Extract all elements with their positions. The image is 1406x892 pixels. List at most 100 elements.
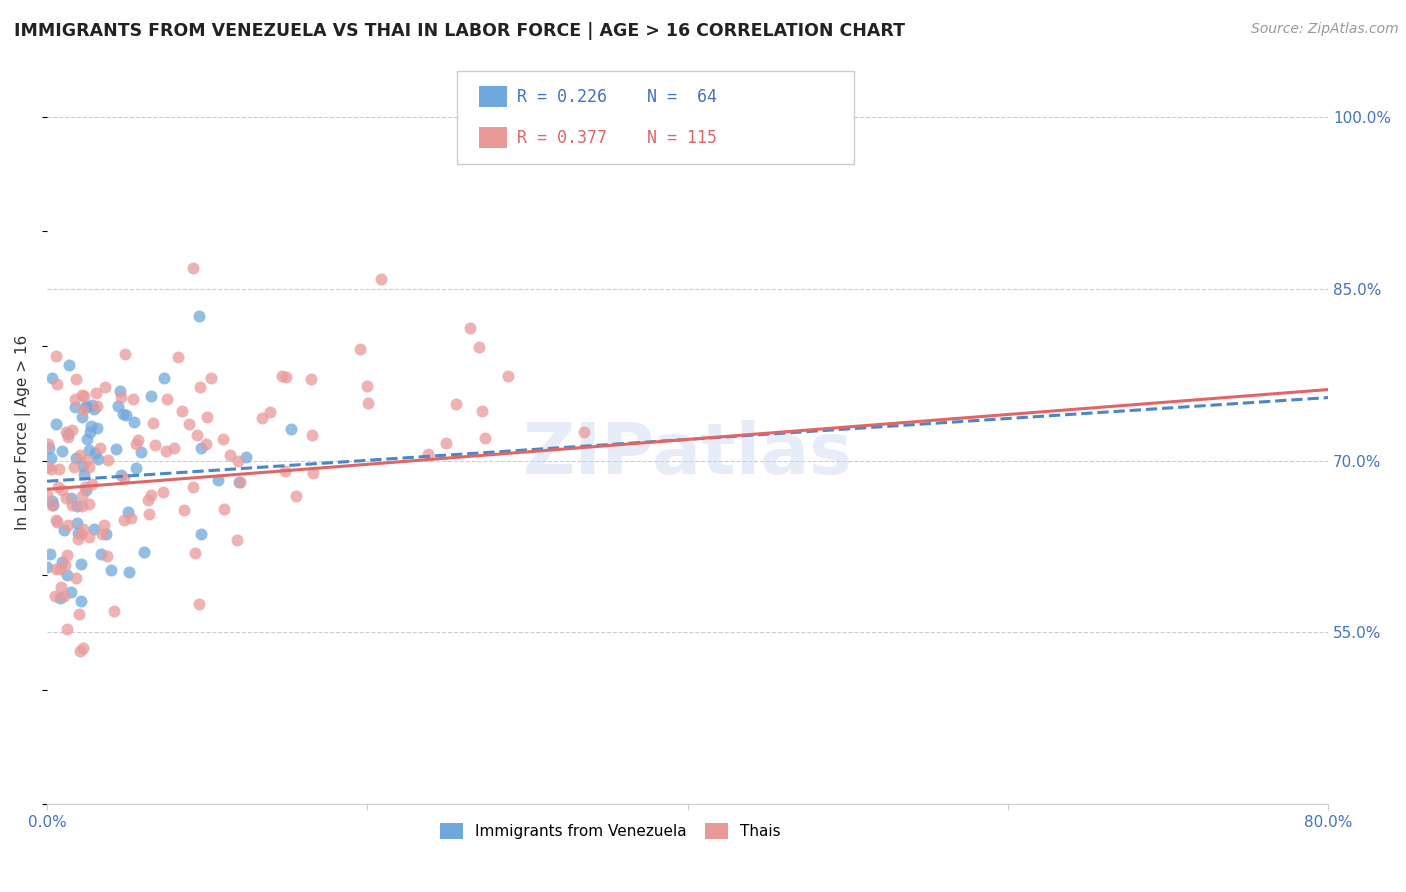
Point xyxy=(94,527,117,541)
Point xyxy=(156,392,179,407)
Point xyxy=(79,425,101,439)
Point xyxy=(143,438,166,452)
Point xyxy=(228,475,250,489)
Point xyxy=(70,594,93,608)
Text: IMMIGRANTS FROM VENEZUELA VS THAI IN LABOR FORCE | AGE > 16 CORRELATION CHART: IMMIGRANTS FROM VENEZUELA VS THAI IN LAB… xyxy=(14,22,905,40)
Point xyxy=(77,530,100,544)
Point xyxy=(83,402,105,417)
Point xyxy=(75,399,97,413)
Point xyxy=(118,565,141,579)
Point xyxy=(110,468,132,483)
Point xyxy=(127,433,149,447)
Point xyxy=(41,493,63,508)
Point xyxy=(124,437,146,451)
Point xyxy=(65,451,87,466)
Point xyxy=(301,428,323,442)
Point xyxy=(42,498,65,512)
Point xyxy=(181,261,204,276)
Point xyxy=(41,499,63,513)
Point xyxy=(114,347,136,361)
Point xyxy=(141,389,163,403)
Point xyxy=(211,432,233,446)
Point xyxy=(138,493,160,508)
Point xyxy=(55,491,77,505)
Point xyxy=(83,446,105,460)
Point xyxy=(65,571,87,585)
Point xyxy=(97,453,120,467)
Point xyxy=(86,399,108,413)
Point xyxy=(51,555,73,569)
Point xyxy=(82,476,104,491)
Point xyxy=(259,405,281,419)
Point xyxy=(75,483,97,497)
Point xyxy=(170,403,193,417)
Point xyxy=(177,417,200,432)
Point xyxy=(62,498,84,512)
Point xyxy=(72,402,94,417)
Point xyxy=(496,369,519,384)
Point xyxy=(90,547,112,561)
Point xyxy=(56,427,79,442)
Point xyxy=(80,398,103,412)
Point xyxy=(56,430,79,444)
Point xyxy=(49,562,72,576)
Point xyxy=(70,557,93,571)
Point xyxy=(56,622,79,636)
Point xyxy=(370,272,392,286)
Point xyxy=(37,437,59,451)
Point xyxy=(141,488,163,502)
Point xyxy=(45,417,67,431)
Point xyxy=(51,444,73,458)
Point xyxy=(195,410,218,425)
Point xyxy=(163,441,186,455)
Point xyxy=(89,442,111,456)
Y-axis label: In Labor Force | Age > 16: In Labor Force | Age > 16 xyxy=(15,334,31,530)
Point xyxy=(115,408,138,422)
Point xyxy=(80,418,103,433)
Point xyxy=(70,410,93,425)
Legend: Immigrants from Venezuela, Thais: Immigrants from Venezuela, Thais xyxy=(434,817,787,845)
Point xyxy=(93,517,115,532)
Point xyxy=(76,432,98,446)
Point xyxy=(214,501,236,516)
Point xyxy=(52,589,75,603)
Point xyxy=(69,448,91,462)
Text: ZIPatlas: ZIPatlas xyxy=(523,420,852,489)
Point xyxy=(65,516,87,530)
Point xyxy=(39,547,62,561)
Point xyxy=(66,499,89,513)
Point xyxy=(356,379,378,393)
Point xyxy=(84,386,107,401)
Point xyxy=(152,371,174,385)
Point xyxy=(117,505,139,519)
Point xyxy=(418,447,440,461)
Point xyxy=(112,407,135,421)
Point xyxy=(110,390,132,404)
Point xyxy=(73,389,96,403)
Point xyxy=(46,481,69,495)
Point xyxy=(76,453,98,467)
Point xyxy=(167,350,190,364)
Point xyxy=(51,483,73,497)
Point xyxy=(46,516,69,530)
Point xyxy=(39,461,62,475)
Point xyxy=(69,607,91,622)
Point xyxy=(142,416,165,430)
Point xyxy=(186,427,208,442)
Point xyxy=(66,526,89,541)
Point xyxy=(125,461,148,475)
Point xyxy=(188,380,211,394)
Point xyxy=(302,466,325,480)
Point xyxy=(235,450,257,464)
Point xyxy=(72,458,94,473)
Bar xyxy=(478,128,508,148)
Point xyxy=(250,411,273,425)
Point xyxy=(129,444,152,458)
Point xyxy=(45,349,67,363)
Point xyxy=(77,459,100,474)
Point xyxy=(63,392,86,407)
Point xyxy=(60,423,83,437)
Point xyxy=(87,451,110,466)
Point xyxy=(187,310,209,324)
Point xyxy=(60,584,83,599)
